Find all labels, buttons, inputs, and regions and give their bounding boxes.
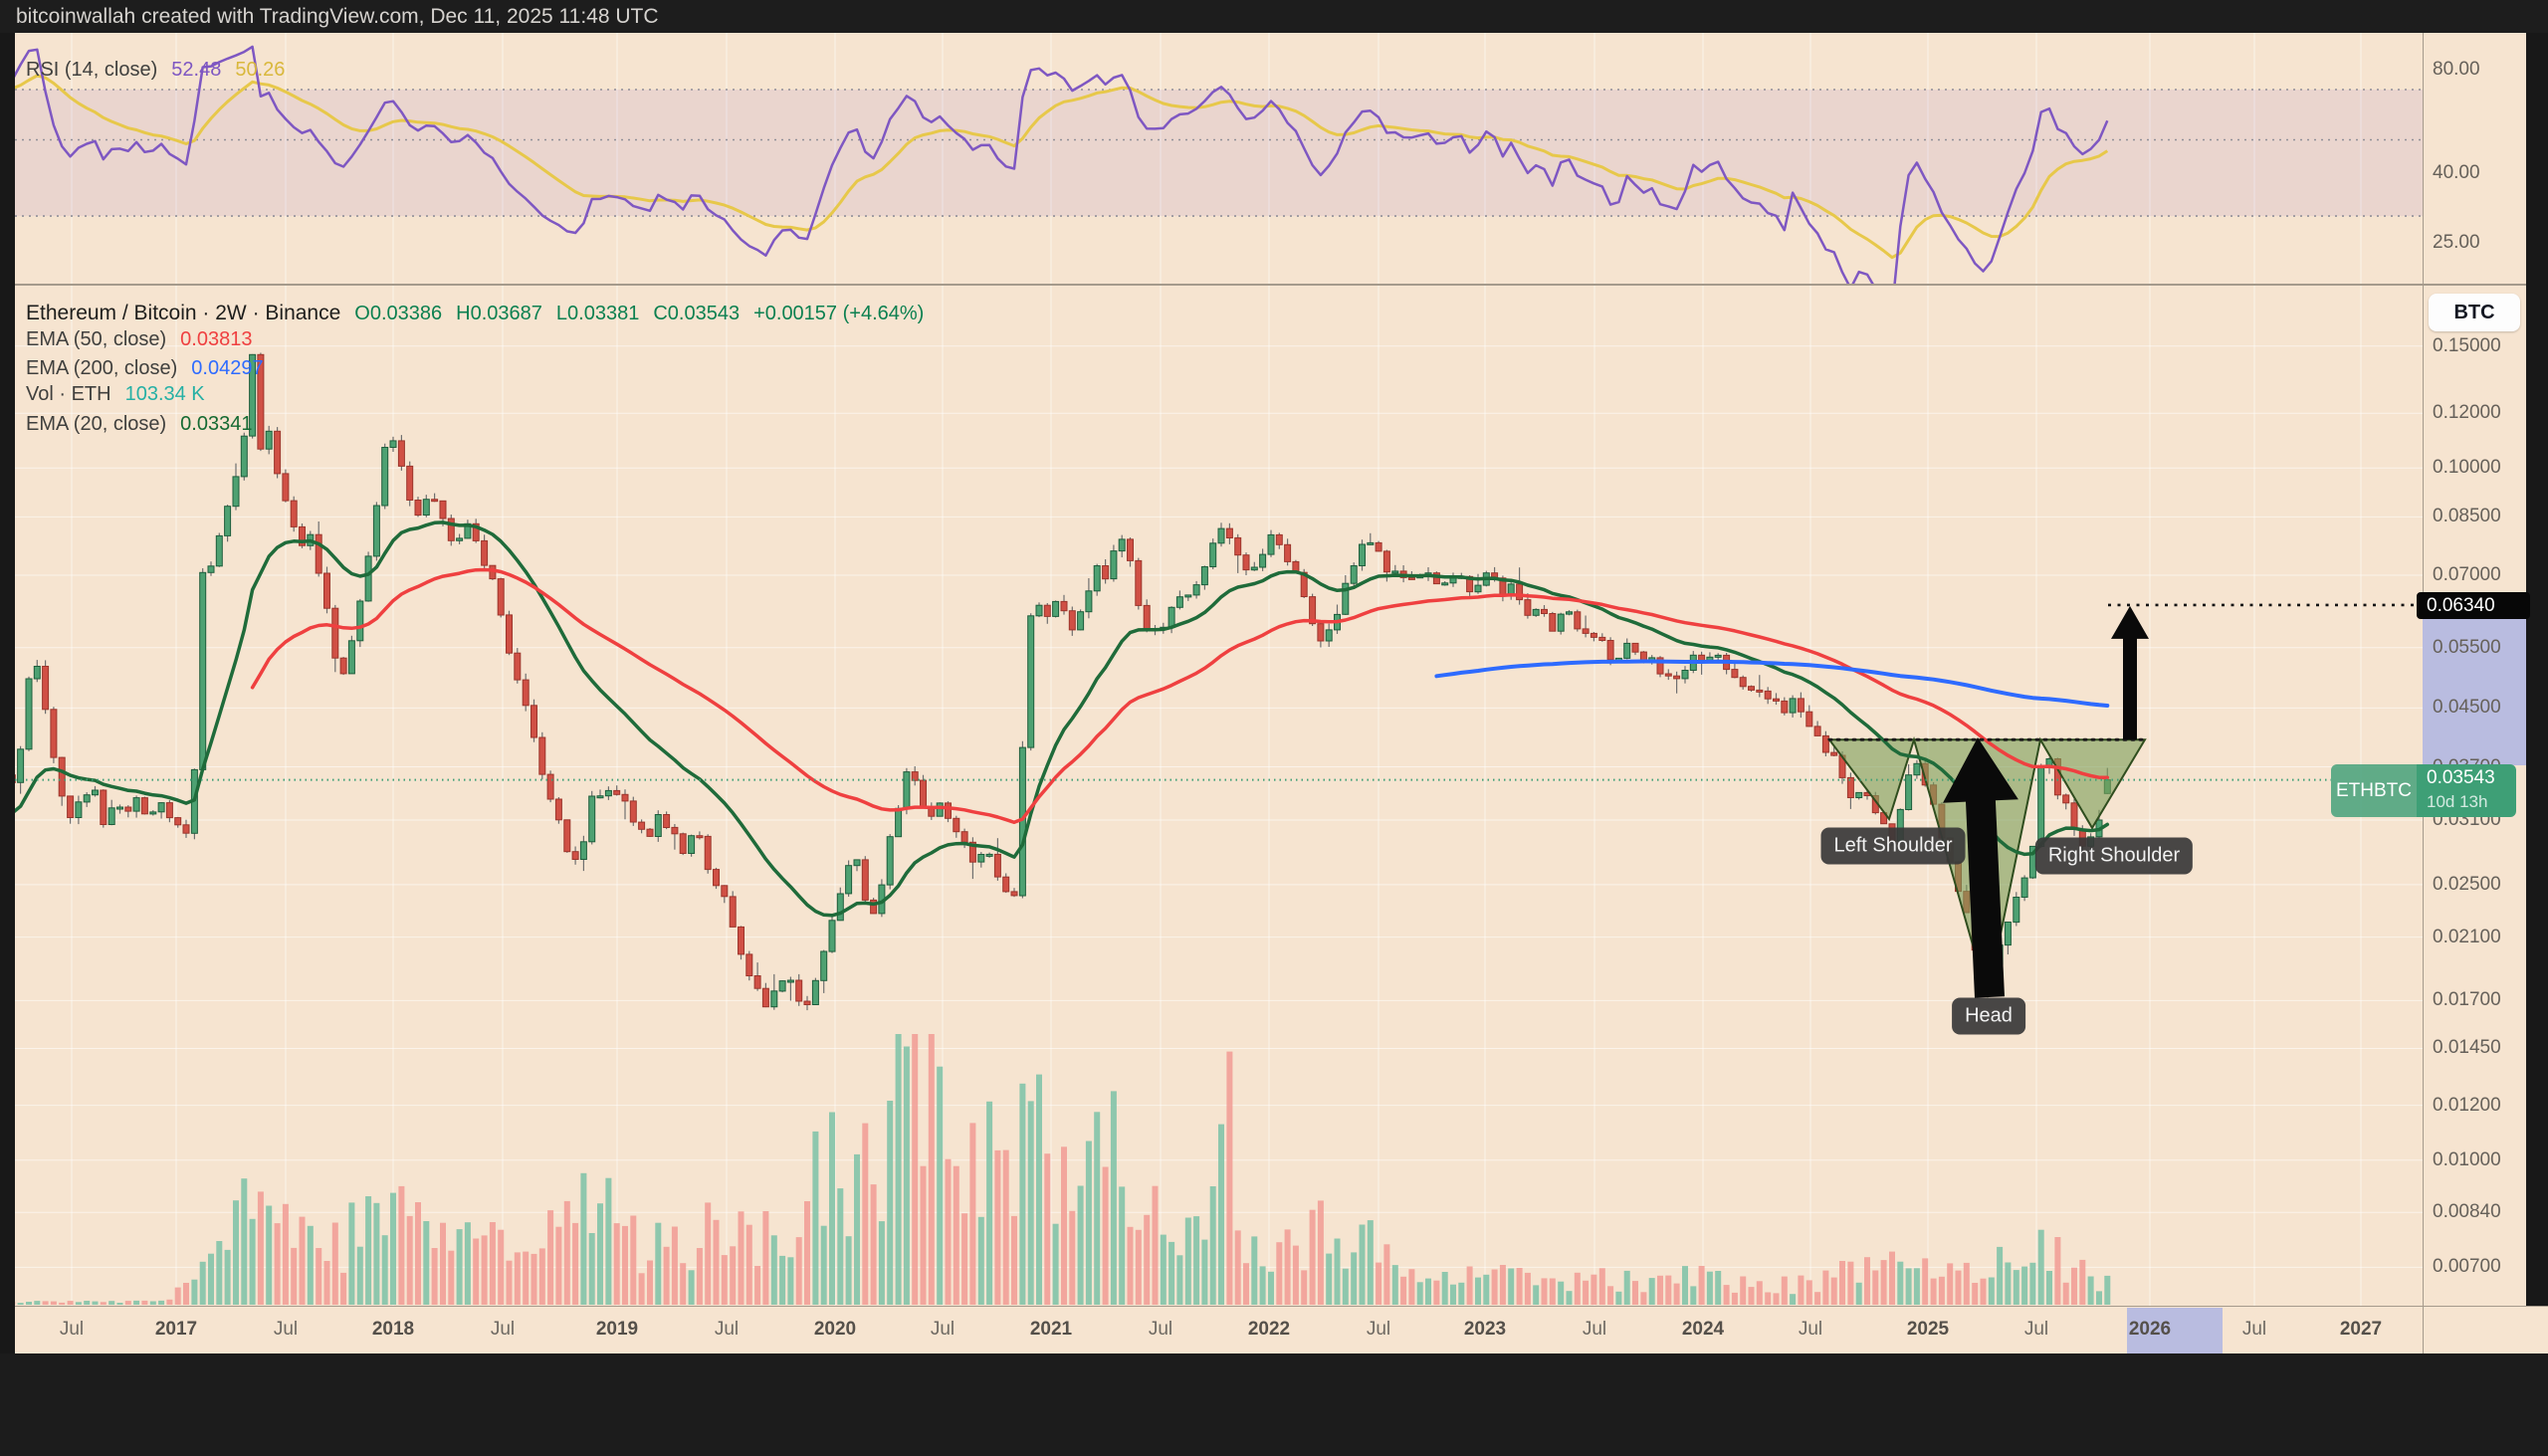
time-axis-label: 2020 <box>813 1319 857 1340</box>
time-axis-label: 2018 <box>371 1319 415 1340</box>
header-bar: bitcoinwallah created with TradingView.c… <box>0 0 2548 33</box>
pane-separator[interactable] <box>15 284 2526 286</box>
time-axis-label: 2025 <box>1906 1319 1950 1340</box>
price-axis-label: 0.10000 <box>2433 457 2501 478</box>
time-axis-label: Jul <box>1798 1319 1823 1340</box>
ema50-legend[interactable]: EMA (50, close) 0.03813 <box>26 328 252 351</box>
time-axis-label: Jul <box>2023 1319 2049 1340</box>
ema200-label: EMA (200, close) <box>26 357 178 379</box>
footer-bar: TradingView <box>0 1353 2548 1456</box>
time-axis-label: 2026 <box>2128 1319 2172 1340</box>
time-axis-label: 2017 <box>154 1319 198 1340</box>
time-axis-label: 2024 <box>1681 1319 1725 1340</box>
gridlines <box>15 33 2423 1306</box>
time-axis-label: Jul <box>1366 1319 1391 1340</box>
time-axis-label: 2027 <box>2339 1319 2383 1340</box>
price-axis-label: 0.07000 <box>2433 564 2501 585</box>
time-axis-label: Jul <box>1148 1319 1173 1340</box>
price-axis-label: 0.01450 <box>2433 1037 2501 1058</box>
volume-legend[interactable]: Vol · ETH 103.34 K <box>26 383 205 406</box>
bar-countdown: 10d 13h <box>2427 792 2488 811</box>
left-shoulder-label[interactable]: Left Shoulder <box>1820 827 1966 865</box>
time-axis[interactable]: Jul 2017 Jul 2018 Jul 2019 Jul 2020 Jul 2021 Jul 20… <box>15 1307 2548 1353</box>
time-axis-label: 2023 <box>1463 1319 1507 1340</box>
current-price-tag: ETHBTC 0.03543 10d 13h <box>2331 764 2516 817</box>
ohlc-low: L0.03381 <box>555 302 640 324</box>
ohlc-high: H0.03687 <box>456 302 542 324</box>
price-axis-label: 0.15000 <box>2433 335 2501 356</box>
time-axis-label: Jul <box>273 1319 299 1340</box>
volume-value: 103.34 K <box>124 383 205 405</box>
rsi-signal-value: 50.26 <box>235 59 286 81</box>
price-axis-label: 0.00840 <box>2433 1201 2501 1222</box>
volume-label: Vol · ETH <box>26 383 111 405</box>
price-axis-label: 0.12000 <box>2433 402 2501 423</box>
price-axis-label: 0.05500 <box>2433 637 2501 658</box>
time-axis-label: Jul <box>2241 1319 2267 1340</box>
ema50-label: EMA (50, close) <box>26 328 167 350</box>
time-axis-label: 2022 <box>1247 1319 1291 1340</box>
ohlc-change: +0.00157 (+4.64%) <box>753 302 925 324</box>
rsi-legend-title: RSI (14, close) <box>26 59 158 81</box>
time-axis-label: Jul <box>930 1319 956 1340</box>
price-axis-label: 0.01200 <box>2433 1095 2501 1116</box>
current-price-tag-symbol: ETHBTC <box>2331 764 2417 817</box>
up-arrow <box>1943 737 2018 998</box>
time-axis-highlight <box>2127 1308 2223 1353</box>
price-axis-label: 0.01000 <box>2433 1149 2501 1170</box>
ohlc-close: C0.03543 <box>653 302 741 324</box>
currency-toggle-btc-button[interactable]: BTC <box>2429 294 2520 331</box>
ema200-legend[interactable]: EMA (200, close) 0.04297 <box>26 357 264 380</box>
right-shoulder-label[interactable]: Right Shoulder <box>2034 837 2194 875</box>
ohlc-open: O0.03386 <box>354 302 443 324</box>
right-edge-strip <box>2526 33 2548 1306</box>
rsi-legend[interactable]: RSI (14, close) 52.48 50.26 <box>26 59 285 82</box>
ema50-value: 0.03813 <box>180 328 253 350</box>
ema-lines <box>15 520 2110 918</box>
ema20-legend[interactable]: EMA (20, close) 0.03341 <box>26 413 252 436</box>
chart-background <box>15 33 2526 1307</box>
price-axis-label: 0.02100 <box>2433 927 2501 947</box>
time-axis-label: Jul <box>59 1319 85 1340</box>
target-price-label: 0.06340 <box>2417 592 2530 619</box>
rsi-lines <box>15 45 2109 284</box>
price-axis-label: 0.02500 <box>2433 874 2501 895</box>
symbol-title: Ethereum / Bitcoin · 2W · Binance <box>26 302 341 324</box>
current-price-value: 0.03543 <box>2427 767 2495 788</box>
time-axis-label: 2021 <box>1029 1319 1073 1340</box>
symbol-legend[interactable]: Ethereum / Bitcoin · 2W · Binance O0.033… <box>26 302 924 325</box>
head-label[interactable]: Head <box>1952 997 2025 1035</box>
price-axis-highlight <box>2423 608 2526 765</box>
price-axis[interactable]: BTC 80.00 40.00 25.00 0.15000 0.12000 0.1000… <box>2331 33 2530 1306</box>
rsi-axis-label: 80.00 <box>2433 59 2480 80</box>
price-axis-label: 0.08500 <box>2433 506 2501 526</box>
price-axis-label: 0.04500 <box>2433 697 2501 718</box>
price-axis-label: 0.01700 <box>2433 989 2501 1010</box>
time-axis-label: Jul <box>714 1319 740 1340</box>
time-axis-background <box>15 1307 2548 1353</box>
candles <box>15 352 2111 1011</box>
time-axis-label: Jul <box>1582 1319 1607 1340</box>
ema20-label: EMA (20, close) <box>26 413 167 435</box>
volume-bars <box>15 1034 2111 1305</box>
rsi-axis-label: 25.00 <box>2433 232 2480 253</box>
time-axis-separator <box>15 1306 2548 1307</box>
left-edge-strip <box>0 33 15 1353</box>
header-title: bitcoinwallah created with TradingView.c… <box>16 5 659 28</box>
time-axis-label: 2019 <box>595 1319 639 1340</box>
ema200-value: 0.04297 <box>191 357 264 379</box>
time-axis-label: Jul <box>490 1319 516 1340</box>
up-arrow <box>2111 605 2149 740</box>
rsi-value: 52.48 <box>171 59 222 81</box>
ema20-value: 0.03341 <box>180 413 253 435</box>
price-axis-label: 0.00700 <box>2433 1256 2501 1277</box>
rsi-axis-label: 40.00 <box>2433 162 2480 183</box>
